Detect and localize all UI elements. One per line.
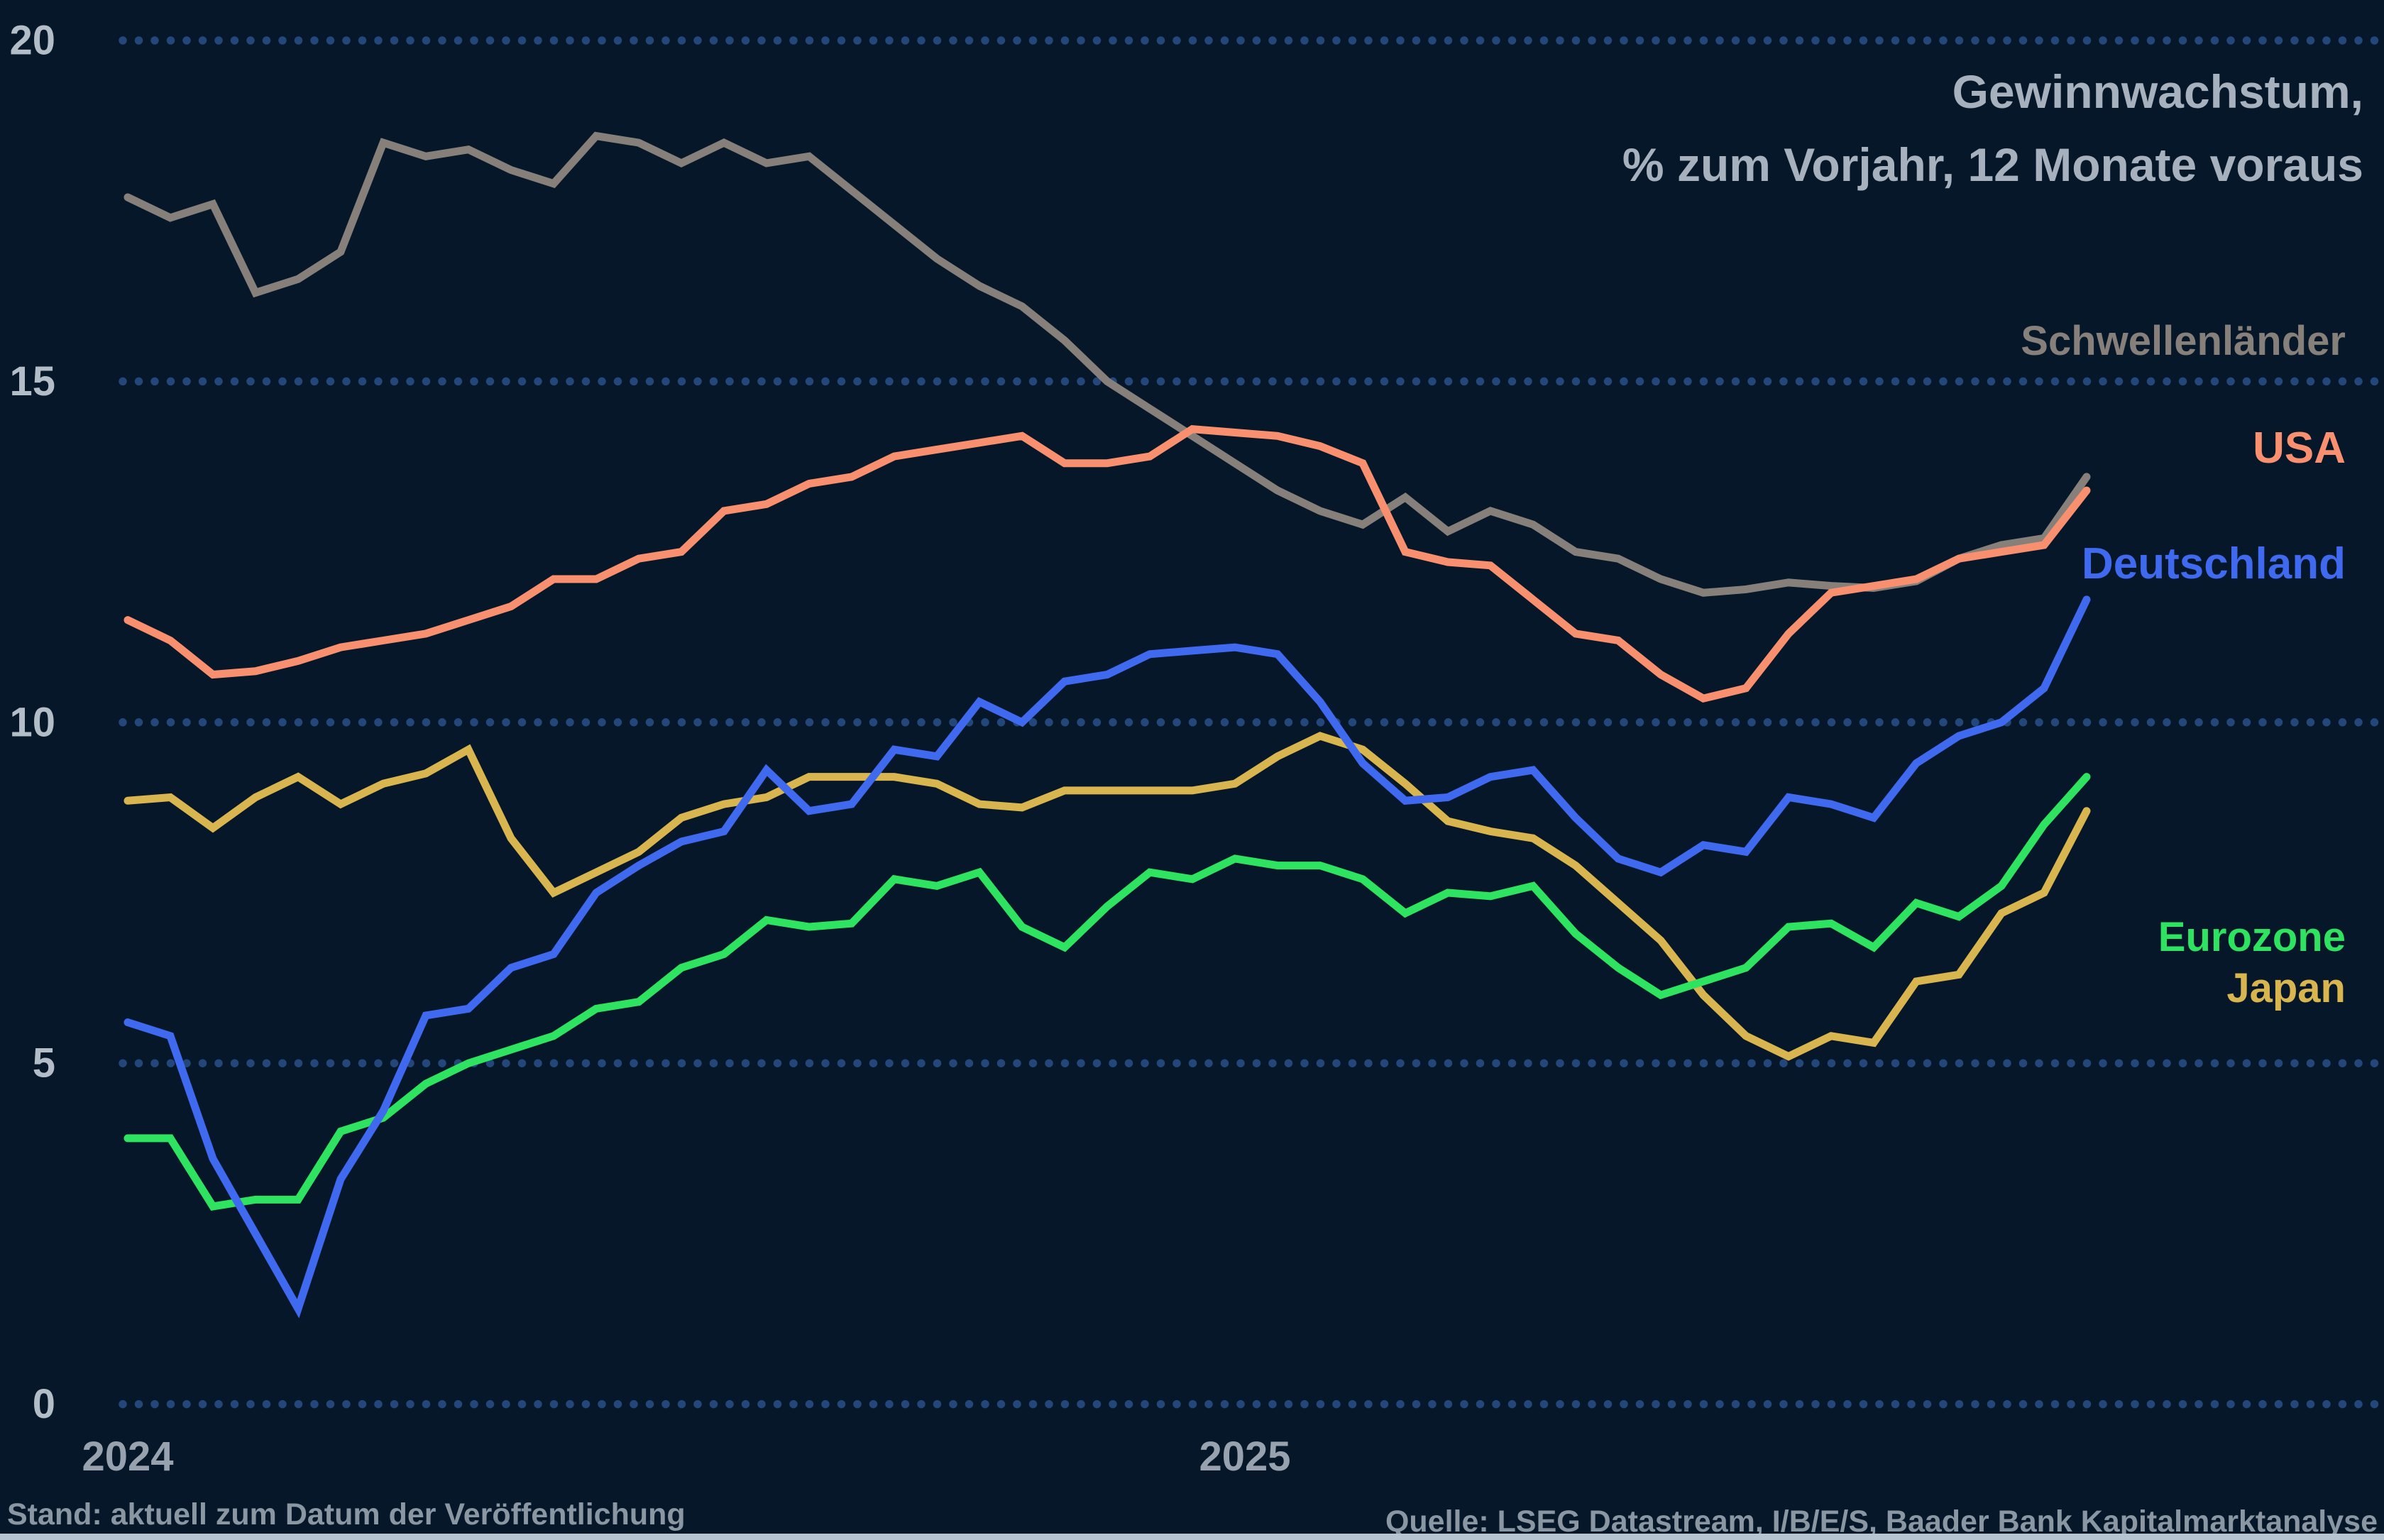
series-line-japan (123, 732, 2091, 1061)
y-tick-label-15: 15 (9, 358, 55, 405)
y-tick-label-10: 10 (9, 699, 55, 745)
legend-layer: Schwellenländer USA Deutschland Eurozone Jap… (2021, 318, 2346, 1011)
series-line-schwellenländer (123, 131, 2091, 597)
legend-label-deutschland: Deutschland (2082, 539, 2346, 588)
series-line-eurozone (123, 773, 2091, 1211)
legend-label-japan: Japan (2226, 965, 2346, 1011)
bottom-edge-bar (0, 1534, 2384, 1540)
x-tick-label-2025: 2025 (1199, 1434, 1290, 1480)
chart-title-line-2: % zum Vorjahr, 12 Monate voraus (1622, 138, 2363, 191)
chart-title-line-1: Gewinnwachstum, (1952, 65, 2363, 118)
y-tick-label-20: 20 (9, 18, 55, 64)
series-line-deutschland (123, 595, 2091, 1319)
x-axis-tick-labels: 2024 2025 (82, 1434, 1290, 1480)
legend-label-schwellenländer: Schwellenländer (2021, 318, 2346, 364)
y-tick-label-0: 0 (33, 1381, 55, 1427)
series-line-usa (123, 425, 2091, 703)
legend-label-usa: USA (2253, 424, 2346, 473)
series-layer (123, 131, 2091, 1319)
y-axis-tick-labels: 0 5 10 15 20 (9, 18, 55, 1428)
x-tick-label-2024: 2024 (82, 1434, 173, 1480)
y-tick-label-5: 5 (33, 1040, 55, 1087)
footer-source-note: Quelle: LSEG Datastream, I/B/E/S, Baader… (1385, 1505, 2378, 1539)
legend-label-eurozone: Eurozone (2158, 914, 2346, 960)
footer-status-note: Stand: aktuell zum Datum der Veröffentli… (7, 1497, 686, 1531)
